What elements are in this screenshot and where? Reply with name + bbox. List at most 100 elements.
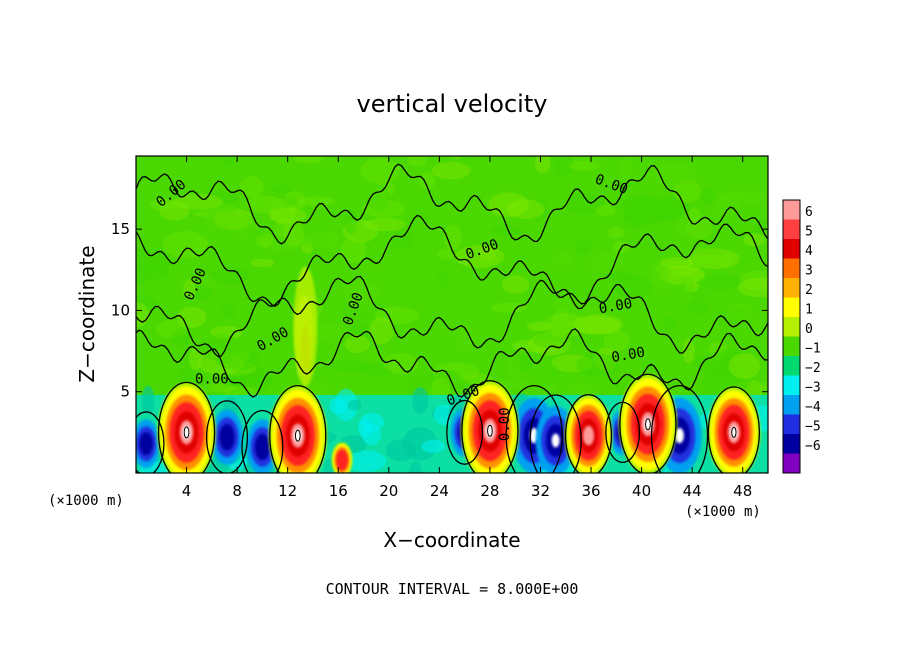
field-patch (568, 316, 621, 334)
field-patch (620, 194, 665, 217)
field-patch (490, 302, 528, 313)
field-patch (627, 156, 640, 159)
colorbar-segment (783, 356, 800, 376)
field-patch (651, 256, 670, 283)
colorbar-segment (783, 258, 800, 279)
field-patch (682, 338, 695, 364)
field-patch (250, 258, 275, 268)
colorbar-tick-label: −1 (805, 341, 821, 356)
field-patch (363, 217, 406, 232)
x-tick-label: 24 (430, 482, 449, 500)
field-patch (178, 368, 199, 383)
zero-contours (136, 163, 768, 473)
field-patch (552, 252, 575, 266)
field-patch (679, 279, 712, 302)
contour-label: 0.00 (610, 344, 646, 366)
field-patch (655, 260, 700, 277)
field-patch (488, 192, 529, 218)
field-patch (302, 231, 337, 250)
field-patch (360, 158, 400, 184)
contour-label: 0.00 (598, 296, 634, 318)
field-patch (222, 365, 273, 394)
field-patch (490, 225, 523, 236)
field-patch (728, 353, 760, 380)
field-patch (349, 300, 369, 327)
field-patch (684, 266, 706, 287)
field-patch (526, 321, 554, 332)
field-patch (406, 156, 427, 167)
x-unit-right: (×1000 m) (685, 504, 761, 520)
field-patch (447, 377, 475, 389)
field-patch (619, 156, 635, 180)
field-patch (565, 156, 603, 165)
field-patch (431, 162, 471, 180)
field-patch (414, 256, 454, 267)
colorbar-segment (783, 395, 800, 415)
x-tick-label: 48 (733, 482, 752, 500)
field-patch (644, 199, 684, 220)
field-patch (180, 276, 223, 286)
contour-line (136, 275, 768, 358)
downdraft-cell (139, 432, 153, 456)
field-patch (418, 171, 436, 190)
field-patch (257, 225, 306, 253)
field-patch (576, 226, 598, 250)
downdraft-cell (254, 433, 271, 461)
field-patch (191, 285, 213, 301)
field-patch (190, 271, 220, 280)
field-patch (479, 245, 497, 262)
boundary-patch (361, 423, 381, 446)
field-patch (595, 205, 616, 217)
cell-contour (269, 384, 327, 473)
y-axis-ticks: 5 10 15 (111, 220, 768, 401)
x-tick-label: 8 (232, 482, 242, 500)
colorbar-tick-label: 6 (805, 205, 813, 220)
field-patch (432, 362, 480, 383)
field-patch (436, 370, 460, 388)
field-patch (361, 199, 406, 218)
field-patch (220, 156, 236, 167)
colorbar-tick-label: 3 (805, 263, 813, 278)
x-tick-label: 12 (278, 482, 297, 500)
field-patch (210, 325, 243, 340)
x-axis-label: X−coordinate (383, 528, 520, 552)
field-patch (542, 313, 588, 338)
field-patch (174, 193, 224, 210)
colorbar-tick-label: 2 (805, 283, 813, 298)
field-patch (572, 383, 594, 394)
field-patch (366, 185, 390, 212)
boundary-patch (347, 399, 362, 411)
field-patch (344, 334, 370, 354)
field-patch (220, 304, 238, 319)
field-patch (331, 360, 371, 372)
updraft-core-contour (487, 424, 493, 437)
field-patch (220, 361, 256, 376)
cell-contour (241, 409, 284, 473)
field-patch (270, 252, 296, 264)
field-patch (603, 271, 636, 281)
field-patch (694, 352, 735, 374)
field-patch (724, 303, 755, 322)
boundary-patch (402, 427, 438, 461)
boundary-patch (412, 387, 429, 414)
field-patch (455, 156, 478, 160)
cell-contour (605, 401, 641, 464)
x-axis-ticks: 4 8 12 16 20 24 28 32 36 40 44 48 (182, 156, 752, 500)
field-patch (554, 156, 574, 177)
field-patch (361, 348, 389, 362)
field-patch (506, 353, 522, 379)
field-patch (622, 197, 672, 225)
field-patch (214, 348, 260, 370)
field-patch (359, 363, 393, 377)
field-patch (192, 383, 237, 393)
field-patch (569, 160, 601, 171)
field-patch (594, 347, 618, 372)
field-patch (271, 198, 296, 225)
field-patch (573, 314, 624, 335)
colorbar-tick-label: −4 (805, 400, 821, 415)
colorbar-segment (783, 453, 800, 474)
field-patch (383, 353, 419, 375)
field-patch (139, 261, 170, 281)
field-patch (350, 293, 366, 320)
field-patch (431, 373, 466, 396)
